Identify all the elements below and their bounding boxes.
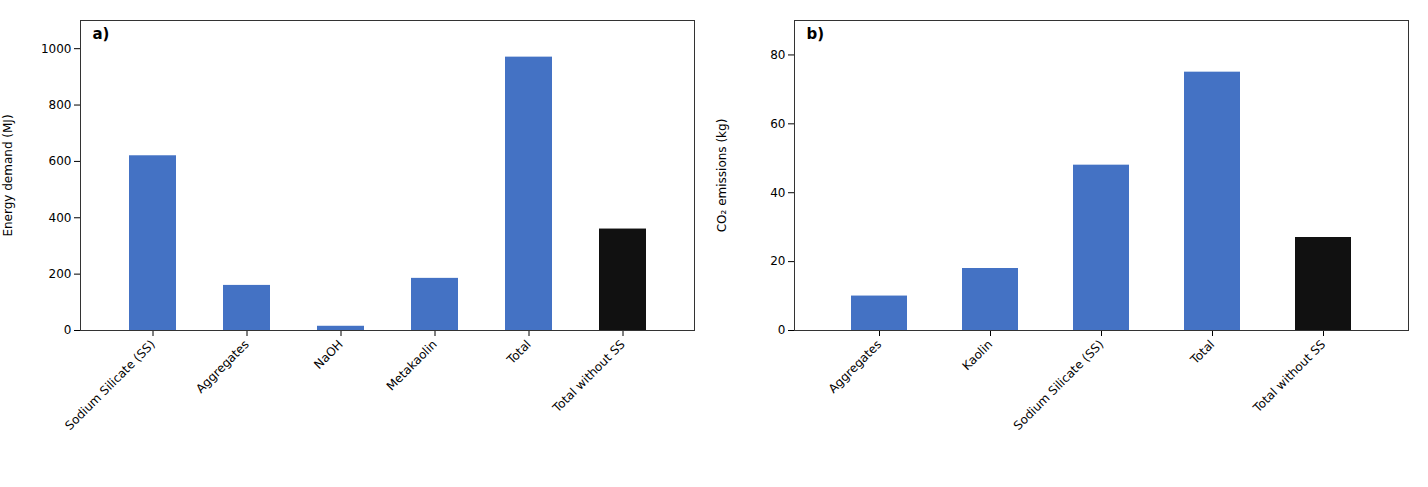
svg-text:NaOH: NaOH	[311, 337, 346, 372]
svg-text:b): b)	[807, 25, 825, 43]
svg-text:CO₂ emissions (kg): CO₂ emissions (kg)	[715, 119, 729, 233]
svg-text:Aggregates: Aggregates	[826, 337, 885, 396]
svg-text:0: 0	[778, 323, 786, 337]
svg-text:20: 20	[770, 254, 785, 268]
svg-text:Total: Total	[503, 337, 533, 367]
svg-text:Total without SS: Total without SS	[549, 337, 627, 415]
svg-text:200: 200	[49, 267, 72, 281]
svg-text:0: 0	[64, 323, 72, 337]
svg-text:1000: 1000	[41, 42, 72, 56]
svg-text:60: 60	[770, 117, 785, 131]
svg-text:Energy demand (MJ): Energy demand (MJ)	[1, 114, 15, 236]
svg-text:80: 80	[770, 48, 785, 62]
svg-text:a): a)	[93, 25, 110, 43]
svg-text:800: 800	[49, 98, 72, 112]
svg-text:40: 40	[770, 186, 785, 200]
svg-text:Aggregates: Aggregates	[193, 337, 252, 396]
svg-text:Kaolin: Kaolin	[960, 337, 996, 373]
svg-text:Sodium Silicate (SS): Sodium Silicate (SS)	[62, 337, 158, 433]
svg-text:Sodium Silicate (SS): Sodium Silicate (SS)	[1011, 337, 1107, 433]
svg-text:400: 400	[49, 211, 72, 225]
svg-text:Metakaolin: Metakaolin	[384, 337, 440, 393]
svg-text:600: 600	[49, 154, 72, 168]
svg-text:Total: Total	[1187, 337, 1217, 367]
svg-text:Total without SS: Total without SS	[1250, 337, 1328, 415]
